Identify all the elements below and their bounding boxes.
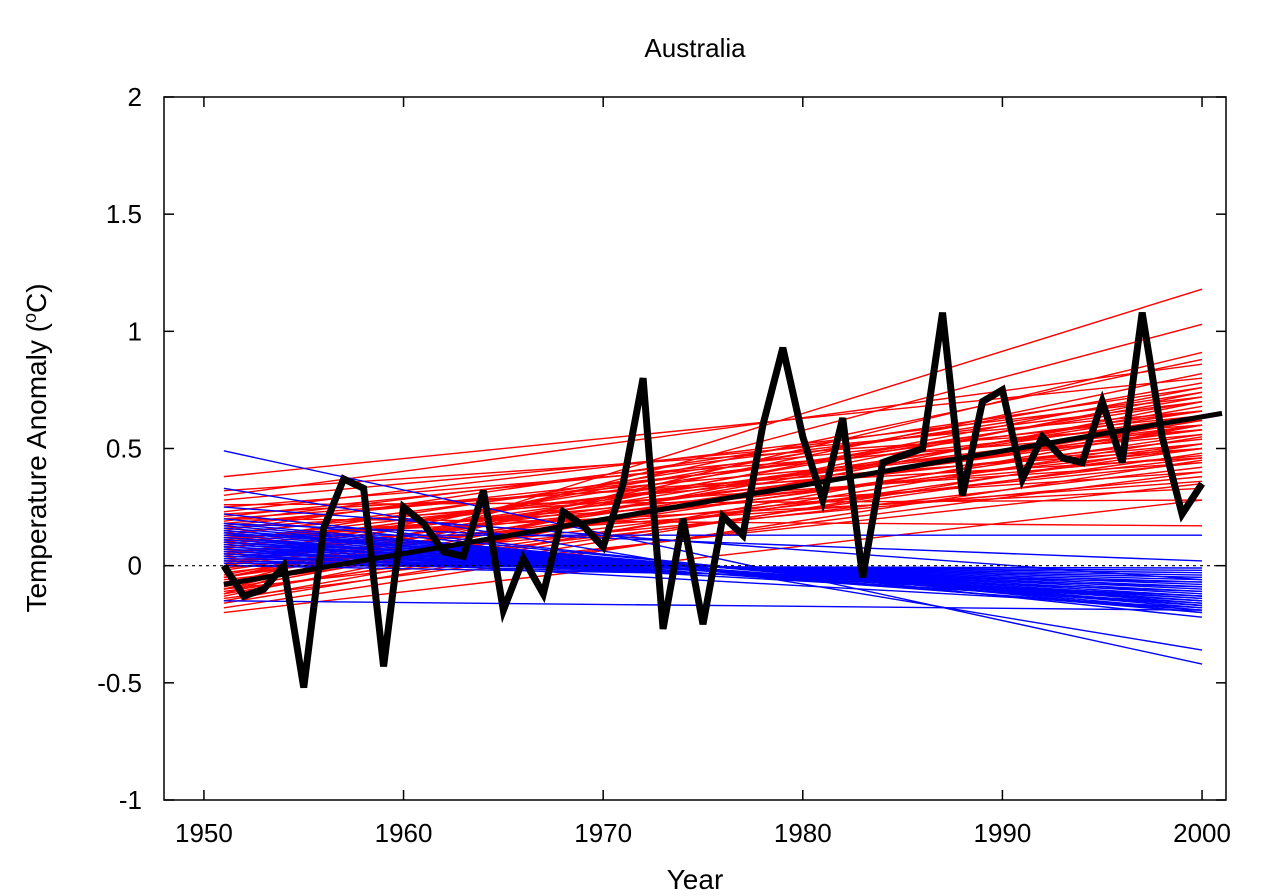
- x-tick-label-1990: 1990: [973, 818, 1031, 848]
- positive-trend-line-45: [223, 414, 1203, 518]
- y-tick-label-5: 1.5: [106, 199, 142, 229]
- y-tick-label-0: -1: [119, 785, 142, 815]
- positive-trend-line-57: [223, 518, 1203, 527]
- positive-trend-line-49: [223, 410, 1203, 501]
- plot-area: [164, 288, 1226, 689]
- positive-trend-line-40: [223, 461, 1203, 529]
- y-tick-label-4: 1: [128, 316, 142, 346]
- x-axis-title: Year: [667, 864, 724, 895]
- observed-trend-line: [223, 410, 1223, 587]
- axis-ticks: [164, 96, 1226, 801]
- y-tick-labels: -1 -0.5 0 0.5 1 1.5 2: [97, 82, 142, 815]
- y-tick-label-6: 2: [128, 82, 142, 112]
- plot-frame: [163, 96, 1227, 801]
- x-tick-labels: 1950 1960 1970 1980 1990 2000: [175, 818, 1231, 848]
- x-tick-label-1980: 1980: [774, 818, 832, 848]
- chart-title: Australia: [644, 33, 746, 63]
- positive-trend-line-36: [223, 471, 1203, 539]
- positive-trend-line-44: [223, 447, 1203, 520]
- y-axis-title-unit: C): [21, 283, 52, 313]
- x-tick-label-1970: 1970: [574, 818, 632, 848]
- y-axis-title: Temperature Anomaly (oC): [20, 283, 52, 612]
- x-tick-label-1960: 1960: [375, 818, 433, 848]
- y-axis-title-main: Temperature Anomaly (: [21, 322, 52, 612]
- positive-trend-line-60: [223, 363, 1203, 497]
- negative-trend-line-37: [223, 600, 1203, 611]
- y-tick-label-3: 0.5: [106, 434, 142, 464]
- y-tick-label-2: 0: [128, 551, 142, 581]
- positive-trend-line-55: [223, 372, 1203, 579]
- x-tick-label-1950: 1950: [175, 818, 233, 848]
- positive-trend-line-2: [223, 459, 1203, 609]
- x-tick-label-2000: 2000: [1173, 818, 1231, 848]
- y-axis-title-degree: o: [20, 313, 40, 323]
- negative-trend-line-31: [223, 506, 1203, 581]
- positive-trend-line-43: [223, 400, 1203, 522]
- positive-trend-line-46: [223, 457, 1203, 515]
- y-tick-label-1: -0.5: [97, 668, 142, 698]
- positive-trend-line-38: [223, 443, 1203, 534]
- negative-trend-line-32: [223, 522, 1203, 562]
- positive-trend-line-56: [223, 377, 1203, 478]
